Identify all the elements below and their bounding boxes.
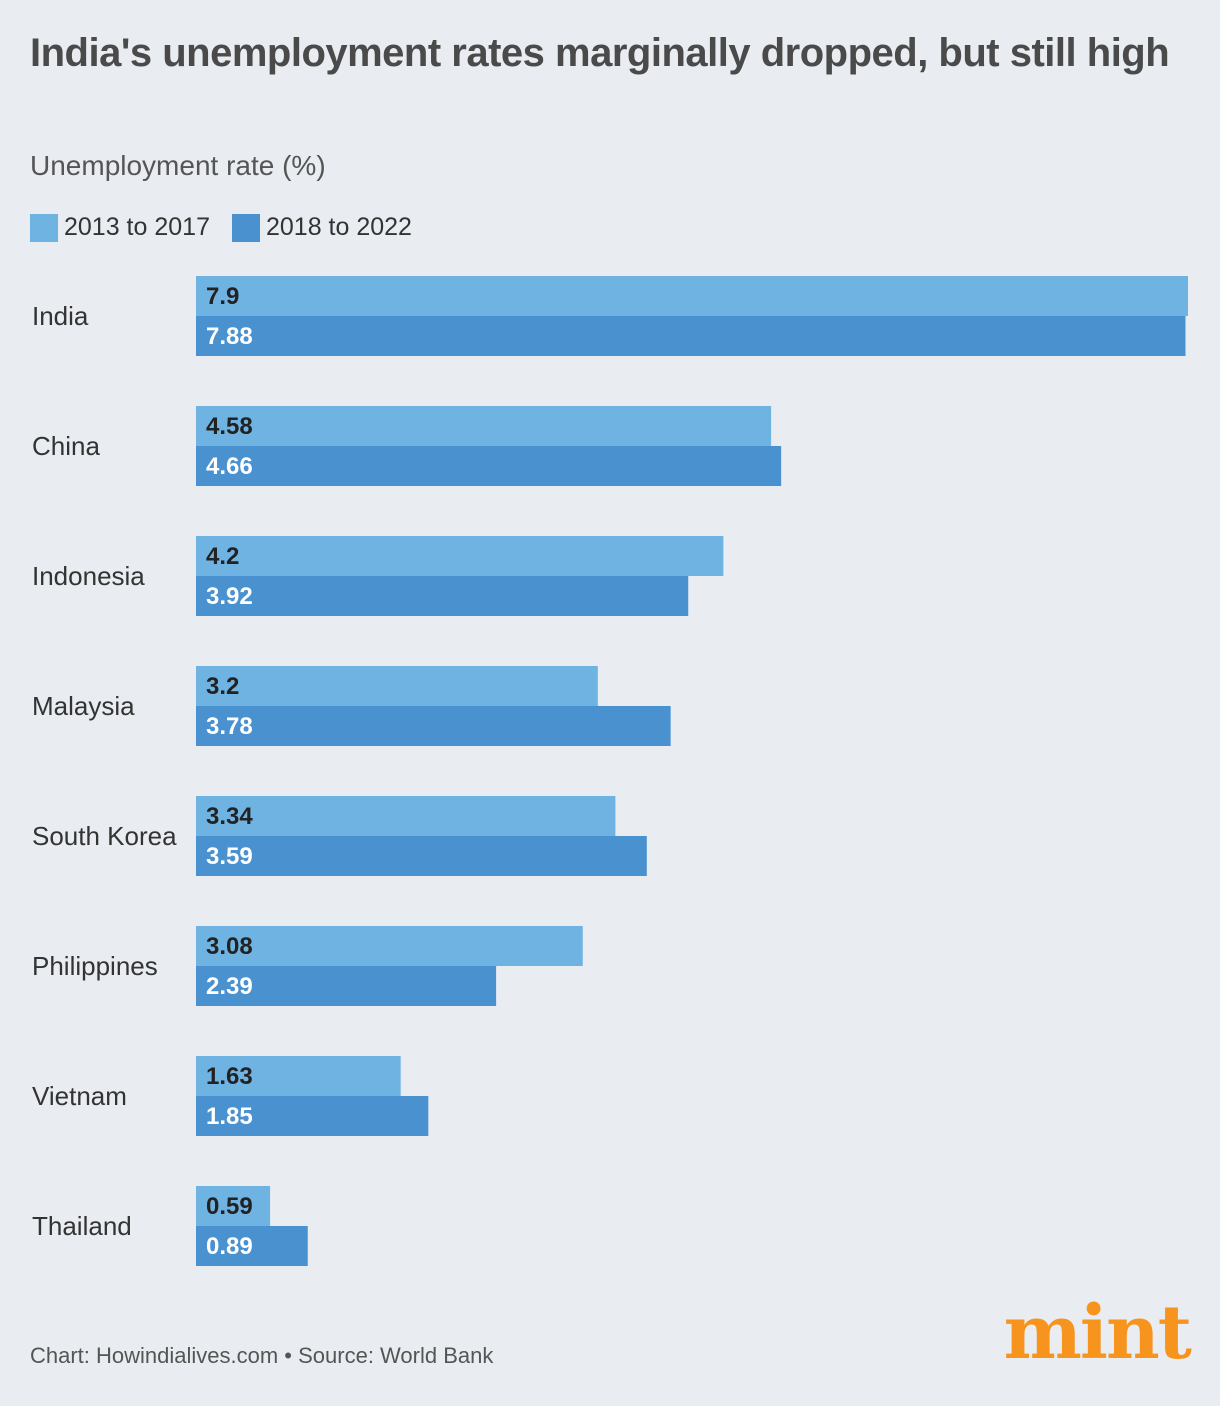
bar-south-korea-2018-to-2022 bbox=[196, 836, 647, 876]
mint-logo: mint bbox=[1003, 1290, 1192, 1376]
bar-philippines-2018-to-2022 bbox=[196, 966, 497, 1006]
legend-item-2018-2022: 2018 to 2022 bbox=[231, 213, 412, 242]
data-label-philippines-2013-to-2017: 3.08 bbox=[206, 933, 253, 960]
data-label-thailand-2018-to-2022: 0.89 bbox=[206, 1233, 253, 1260]
bar-malaysia-2013-to-2017 bbox=[196, 666, 598, 706]
category-label-indonesia: Indonesia bbox=[32, 561, 145, 591]
data-label-indonesia-2018-to-2022: 3.92 bbox=[206, 583, 253, 610]
data-label-china-2018-to-2022: 4.66 bbox=[206, 453, 253, 480]
data-label-vietnam-2013-to-2017: 1.63 bbox=[206, 1063, 253, 1090]
bar-india-2013-to-2017 bbox=[196, 276, 1188, 316]
category-label-india: India bbox=[32, 301, 89, 331]
bar-thailand-2013-to-2017 bbox=[196, 1186, 271, 1226]
bar-vietnam-2013-to-2017 bbox=[196, 1056, 401, 1096]
category-label-vietnam: Vietnam bbox=[32, 1081, 127, 1111]
bar-thailand-2018-to-2022 bbox=[196, 1226, 308, 1266]
bar-vietnam-2018-to-2022 bbox=[196, 1096, 429, 1136]
category-label-china: China bbox=[32, 431, 100, 461]
bar-indonesia-2013-to-2017 bbox=[196, 536, 724, 576]
data-label-south-korea-2013-to-2017: 3.34 bbox=[206, 803, 253, 830]
bar-china-2013-to-2017 bbox=[196, 406, 772, 446]
chart-legend: 2013 to 2017 2018 to 2022 bbox=[30, 213, 434, 242]
category-label-thailand: Thailand bbox=[32, 1211, 132, 1241]
bar-indonesia-2018-to-2022 bbox=[196, 576, 689, 616]
source-credit: Chart: Howindialives.com • Source: World… bbox=[30, 1343, 494, 1368]
bar-china-2018-to-2022 bbox=[196, 446, 782, 486]
bar-malaysia-2018-to-2022 bbox=[196, 706, 671, 746]
bar-india-2018-to-2022 bbox=[196, 316, 1186, 356]
bar-philippines-2013-to-2017 bbox=[196, 926, 583, 966]
data-label-india-2013-to-2017: 7.9 bbox=[206, 283, 239, 310]
legend-label-2018-2022: 2018 to 2022 bbox=[265, 213, 412, 241]
category-label-philippines: Philippines bbox=[32, 951, 158, 981]
data-label-vietnam-2018-to-2022: 1.85 bbox=[206, 1103, 253, 1130]
legend-swatch-2013-2017 bbox=[30, 213, 58, 242]
legend-label-2013-2017: 2013 to 2017 bbox=[64, 213, 210, 241]
data-label-indonesia-2013-to-2017: 4.2 bbox=[206, 543, 239, 570]
chart-title: India's unemployment rates marginally dr… bbox=[30, 31, 1170, 75]
data-label-philippines-2018-to-2022: 2.39 bbox=[206, 973, 253, 1000]
legend-item-2013-2017: 2013 to 2017 bbox=[30, 213, 210, 242]
data-label-india-2018-to-2022: 7.88 bbox=[206, 323, 253, 350]
data-label-thailand-2013-to-2017: 0.59 bbox=[206, 1193, 253, 1220]
data-label-china-2013-to-2017: 4.58 bbox=[206, 413, 253, 440]
bar-south-korea-2013-to-2017 bbox=[196, 796, 616, 836]
legend-swatch-2018-2022 bbox=[231, 213, 260, 242]
data-label-malaysia-2018-to-2022: 3.78 bbox=[206, 713, 253, 740]
data-label-malaysia-2013-to-2017: 3.2 bbox=[206, 673, 239, 700]
category-label-malaysia: Malaysia bbox=[32, 691, 135, 721]
chart-subtitle: Unemployment rate (%) bbox=[30, 150, 326, 181]
data-label-south-korea-2018-to-2022: 3.59 bbox=[206, 843, 253, 870]
category-label-south-korea: South Korea bbox=[32, 821, 177, 851]
